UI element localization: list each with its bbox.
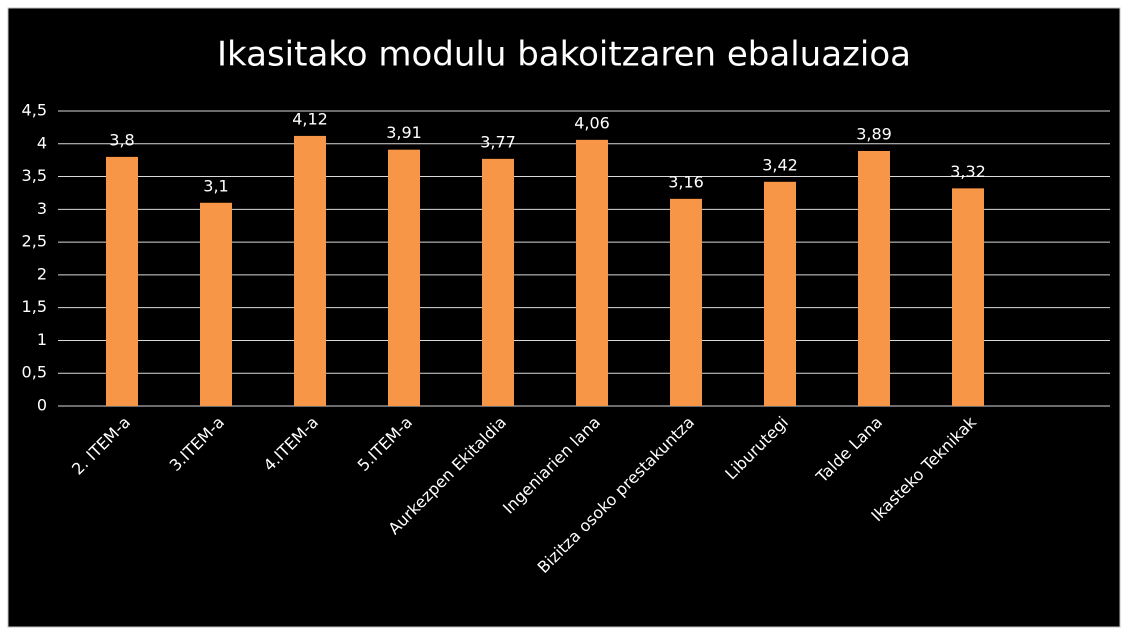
data-label: 3,42 xyxy=(762,155,798,174)
y-tick-label: 1,5 xyxy=(22,297,47,316)
bar xyxy=(576,139,608,406)
y-tick-label: 0 xyxy=(37,396,47,415)
data-label: 4,12 xyxy=(292,109,328,128)
chart-title: Ikasitako modulu bakoitzaren ebaluazioa xyxy=(217,35,911,75)
data-label: 4,06 xyxy=(574,113,610,132)
bar xyxy=(106,156,138,406)
y-tick-label: 0,5 xyxy=(22,363,47,382)
y-tick-label: 4,5 xyxy=(22,101,47,120)
bar xyxy=(294,135,326,406)
bar xyxy=(482,158,514,406)
data-label: 3,1 xyxy=(203,176,228,195)
bar xyxy=(952,188,984,406)
y-tick-label: 2,5 xyxy=(22,232,47,251)
y-tick-label: 1 xyxy=(37,330,47,349)
data-label: 3,16 xyxy=(668,172,704,191)
data-label: 3,91 xyxy=(386,123,422,142)
data-label: 3,77 xyxy=(480,132,516,151)
bar xyxy=(764,181,796,406)
bar xyxy=(670,198,702,406)
y-tick-label: 4 xyxy=(37,133,47,152)
data-label: 3,32 xyxy=(950,162,986,181)
y-tick-label: 3 xyxy=(37,199,47,218)
bar xyxy=(200,202,232,406)
data-label: 3,8 xyxy=(109,130,134,149)
y-tick-label: 3,5 xyxy=(22,166,47,185)
bar xyxy=(858,150,890,406)
y-tick-label: 2 xyxy=(37,264,47,283)
bar xyxy=(388,149,420,406)
data-label: 3,89 xyxy=(856,124,892,143)
